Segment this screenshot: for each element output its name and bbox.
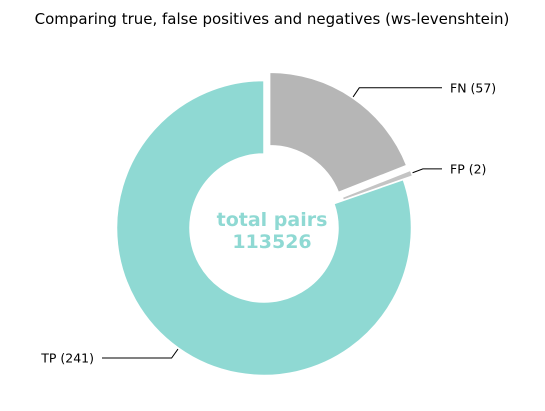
center-total-value: 113526 [232,231,311,253]
slice-label-fp: FP (2) [450,161,486,176]
leader-line-fp [412,168,442,174]
leader-lines-group [102,87,442,359]
leader-line-fn [352,87,442,98]
leader-line-tp [102,348,179,359]
slices-group [115,71,414,377]
slice-label-tp: TP (241) [40,351,94,366]
slice-tp [115,79,413,377]
slice-fn [268,71,408,194]
center-total-label: total pairs [217,209,328,231]
slice-label-fn: FN (57) [450,80,496,95]
slice-labels-group: FN (57) FP (2) TP (241) [40,80,496,365]
chart-title: Comparing true, false positives and nega… [35,10,510,28]
